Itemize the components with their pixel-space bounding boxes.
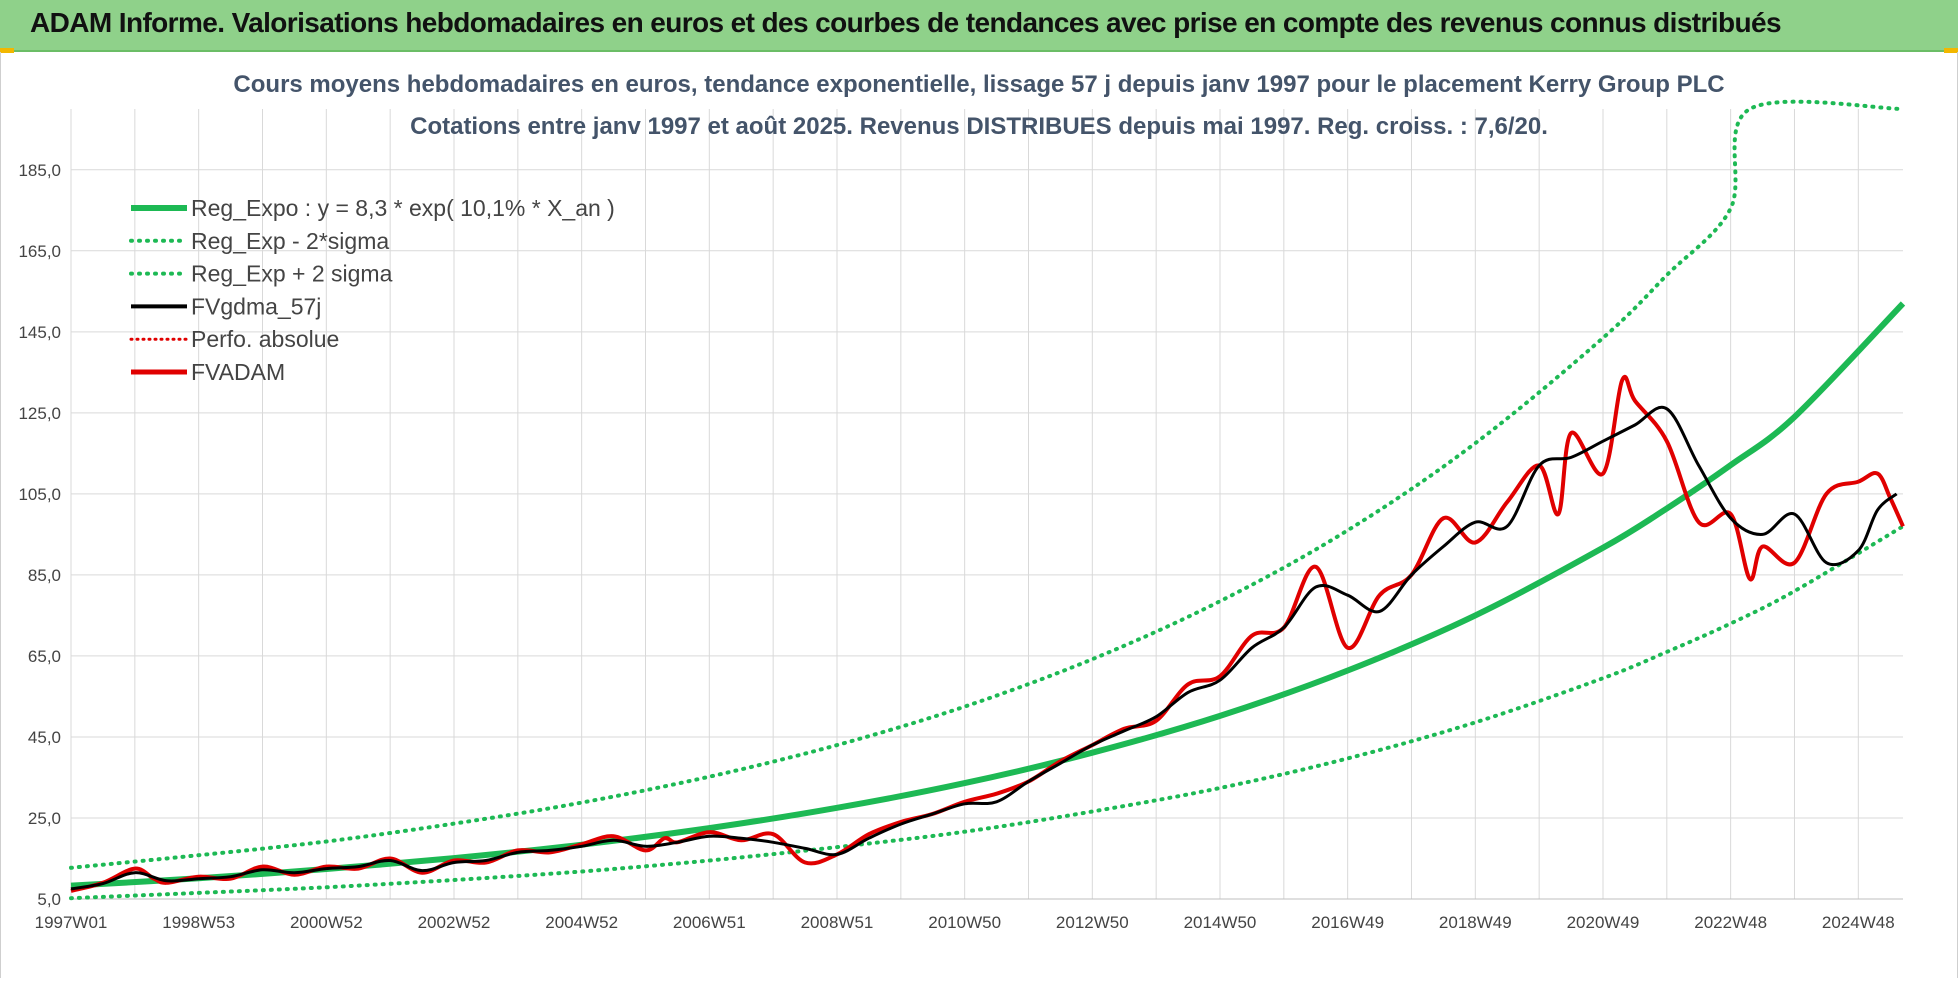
chart: 5,0 25,0 45,0 65,0 85,0 105,0 125,0 145,0 165,0 1… — [18, 71, 1906, 932]
x-tick-label: 2016W49 — [1311, 913, 1384, 932]
chart-title-line-1: Cours moyens hebdomadaires en euros, ten… — [233, 71, 1724, 98]
grid — [70, 109, 1903, 900]
y-tick-label: 85,0 — [28, 566, 61, 585]
y-tick-label: 165,0 — [18, 242, 61, 261]
x-tick-label: 2024W48 — [1822, 913, 1895, 932]
legend-label: Reg_Exp - 2*sigma — [191, 228, 389, 254]
x-tick-label: 2020W49 — [1567, 913, 1640, 932]
header-banner: ADAM Informe. Valorisations hebdomadaire… — [0, 0, 1958, 52]
legend: Reg_Expo : y = 8,3 * exp( 10,1% * X_an )… — [129, 195, 615, 385]
series-line-reg-exp-2-sigma — [69, 99, 1905, 870]
chart-frame: 5,0 25,0 45,0 65,0 85,0 105,0 125,0 145,0 165,0 1… — [0, 52, 1958, 978]
y-tick-label: 25,0 — [28, 809, 61, 828]
y-tick-label: 105,0 — [18, 485, 61, 504]
corner-mark-right — [1944, 48, 1958, 53]
legend-label: Perfo. absolue — [191, 326, 339, 352]
series-line-fvgdma-57j — [70, 405, 1898, 891]
x-tick-label: 2014W50 — [1184, 913, 1257, 932]
y-tick-label: 145,0 — [18, 323, 61, 342]
x-tick-label: 2012W50 — [1056, 913, 1129, 932]
y-tick-label: 65,0 — [28, 647, 61, 666]
series-line-fvadam — [70, 375, 1905, 893]
y-tick-label: 5,0 — [37, 890, 61, 909]
y-tick-label: 125,0 — [18, 404, 61, 423]
x-tick-label: 2018W49 — [1439, 913, 1512, 932]
x-tick-label: 2002W52 — [418, 913, 491, 932]
x-tick-label: 2006W51 — [673, 913, 746, 932]
x-tick-label: 1997W01 — [35, 913, 108, 932]
x-tick-label: 2004W52 — [545, 913, 618, 932]
chart-title-line-2: Cotations entre janv 1997 et août 2025. … — [410, 113, 1548, 140]
series-lines — [69, 99, 1906, 901]
x-tick-label: 2010W50 — [928, 913, 1001, 932]
legend-label: Reg_Expo : y = 8,3 * exp( 10,1% * X_an ) — [191, 195, 615, 221]
x-tick-label: 2008W51 — [801, 913, 874, 932]
page-title: ADAM Informe. Valorisations hebdomadaire… — [30, 7, 1782, 38]
x-tick-label: 2000W52 — [290, 913, 363, 932]
legend-label: FVADAM — [191, 359, 285, 385]
legend-label: Reg_Exp + 2 sigma — [191, 261, 393, 287]
x-tick-label: 1998W53 — [162, 913, 235, 932]
x-tick-label: 2022W48 — [1694, 913, 1767, 932]
corner-mark-left — [0, 48, 14, 53]
legend-label: FVgdma_57j — [191, 293, 321, 319]
series-line-reg-exp-2-sigma — [69, 524, 1905, 901]
y-tick-label: 45,0 — [28, 728, 61, 747]
y-axis-ticks: 5,0 25,0 45,0 65,0 85,0 105,0 125,0 145,0 165,0 1… — [18, 161, 61, 909]
y-tick-label: 185,0 — [18, 161, 61, 180]
x-axis-ticks: 1997W01 1998W53 2000W52 2002W52 2004W52 2006W… — [35, 913, 1895, 932]
